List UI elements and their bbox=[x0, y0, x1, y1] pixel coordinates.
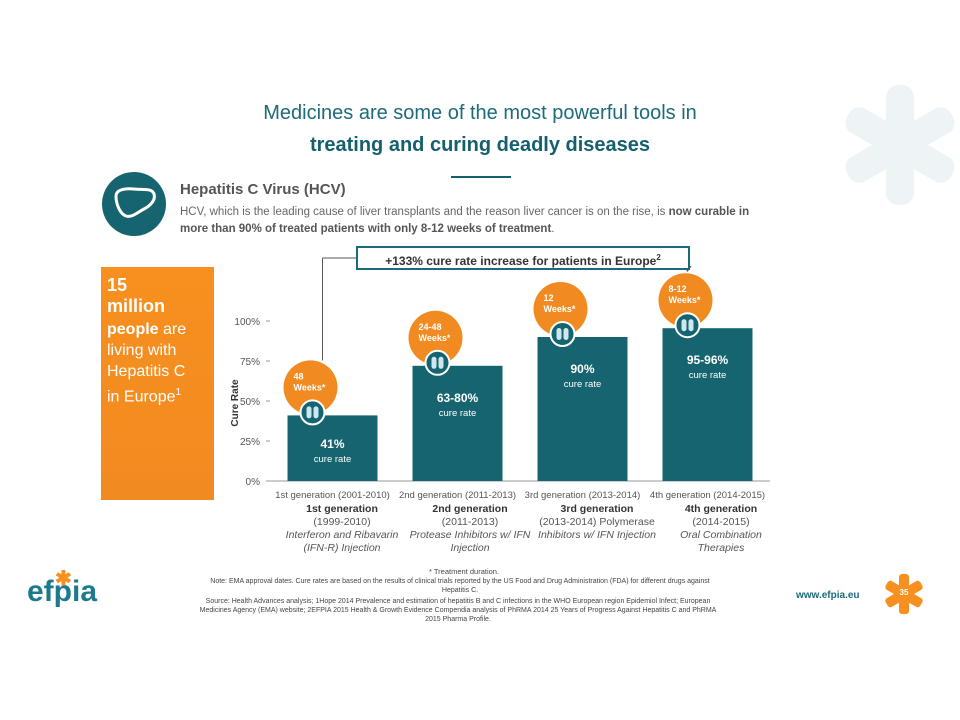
bar-value-sublabel: cure rate bbox=[439, 408, 477, 419]
x-category-label: 3rd generation (2013-2014) bbox=[525, 490, 641, 501]
page-number: 35 bbox=[899, 588, 909, 597]
page-number-asterisk-icon bbox=[885, 574, 923, 614]
stat-box: 15 million people are living with Hepati… bbox=[101, 267, 214, 500]
website-link[interactable]: www.efpia.eu bbox=[796, 590, 860, 601]
cure-rate-callout: +133% cure rate increase for patients in… bbox=[356, 246, 690, 270]
duration-weeks-label: 8-12 bbox=[669, 284, 687, 294]
source-text: Source: Health Advances analysis; 1Hope … bbox=[199, 598, 717, 623]
generation-4-description: 4th generation (2014-2015) Oral Combinat… bbox=[680, 503, 762, 554]
hcv-heading: Hepatitis C Virus (HCV) bbox=[180, 181, 346, 198]
bar-gen-1 bbox=[287, 415, 378, 481]
pill-capsule-icon bbox=[563, 328, 569, 340]
liver-icon bbox=[102, 172, 166, 236]
duration-weeks-label: 48 bbox=[294, 371, 304, 381]
pill-capsule-icon bbox=[556, 328, 562, 340]
x-category-label: 2nd generation (2011-2013) bbox=[399, 490, 516, 501]
bar-value-sublabel: cure rate bbox=[564, 379, 602, 390]
pill-capsule-icon bbox=[313, 406, 319, 419]
duration-weeks-unit: Weeks* bbox=[419, 333, 451, 343]
y-tick-label: 0% bbox=[246, 477, 261, 488]
bar-gen-2 bbox=[412, 365, 503, 481]
decorative-asterisk-icon bbox=[845, 85, 955, 205]
pill-icon bbox=[674, 312, 701, 339]
duration-bubble bbox=[283, 360, 338, 415]
hcv-description: HCV, which is the leading cause of liver… bbox=[180, 206, 750, 235]
bar-value-label: 95-96% bbox=[687, 353, 729, 367]
efpia-logo: efpia bbox=[27, 575, 98, 608]
duration-weeks-label: 24-48 bbox=[419, 322, 442, 332]
generation-1-description: 1st generation (1999-2010) Interferon an… bbox=[285, 503, 399, 554]
bar-value-label: 41% bbox=[320, 437, 344, 451]
note-text: Note: EMA approval dates. Cure rates are… bbox=[210, 578, 710, 594]
y-axis-label: Cure Rate bbox=[230, 379, 241, 427]
pill-capsule-icon bbox=[438, 356, 444, 369]
bar-gen-4 bbox=[662, 328, 753, 481]
pill-capsule-icon bbox=[431, 356, 437, 369]
x-category-label: 4th generation (2014-2015) bbox=[650, 490, 765, 501]
duration-weeks-unit: Weeks* bbox=[294, 382, 326, 392]
stat-number: 15 bbox=[107, 275, 128, 295]
generation-3-description: 3rd generation (2013-2014) Polymerase In… bbox=[538, 503, 656, 541]
bar-gen-3 bbox=[537, 337, 628, 481]
stat-text: people are living with Hepatitis C in Eu… bbox=[107, 321, 187, 406]
pill-icon bbox=[299, 399, 326, 426]
duration-weeks-label: 12 bbox=[544, 293, 554, 303]
generation-2-description: 2nd generation (2011-2013) Protease Inhi… bbox=[409, 503, 531, 554]
y-tick-label: 75% bbox=[240, 357, 260, 368]
duration-bubble bbox=[408, 310, 463, 365]
bar-value-label: 90% bbox=[570, 362, 594, 376]
bar-value-sublabel: cure rate bbox=[314, 454, 352, 465]
pill-capsule-icon bbox=[688, 319, 694, 332]
stat-unit: million bbox=[107, 296, 165, 316]
treatment-duration-note: * Treatment duration. bbox=[429, 567, 500, 576]
bar-value-sublabel: cure rate bbox=[689, 370, 727, 381]
pill-icon bbox=[424, 349, 451, 376]
y-tick-label: 50% bbox=[240, 397, 260, 408]
duration-weeks-unit: Weeks* bbox=[669, 295, 701, 305]
slide-title-line1: Medicines are some of the most powerful … bbox=[263, 102, 697, 124]
slide-title-line2: treating and curing deadly diseases bbox=[309, 134, 651, 156]
logo-asterisk-icon: ✱ bbox=[55, 568, 72, 590]
x-category-label: 1st generation (2001-2010) bbox=[275, 490, 390, 501]
pill-icon bbox=[549, 321, 576, 347]
y-tick-label: 100% bbox=[234, 317, 260, 328]
cure-rate-bar-chart: 0%25%50%75%100% 41%cure rate48Weeks*63-8… bbox=[230, 257, 770, 501]
pill-capsule-icon bbox=[681, 319, 687, 332]
y-tick-label: 25% bbox=[240, 437, 260, 448]
duration-weeks-unit: Weeks* bbox=[544, 304, 576, 314]
duration-bubble bbox=[658, 273, 713, 328]
duration-bubble bbox=[533, 282, 588, 336]
pill-capsule-icon bbox=[306, 406, 312, 419]
bar-value-label: 63-80% bbox=[437, 391, 479, 405]
title-divider bbox=[451, 176, 511, 178]
